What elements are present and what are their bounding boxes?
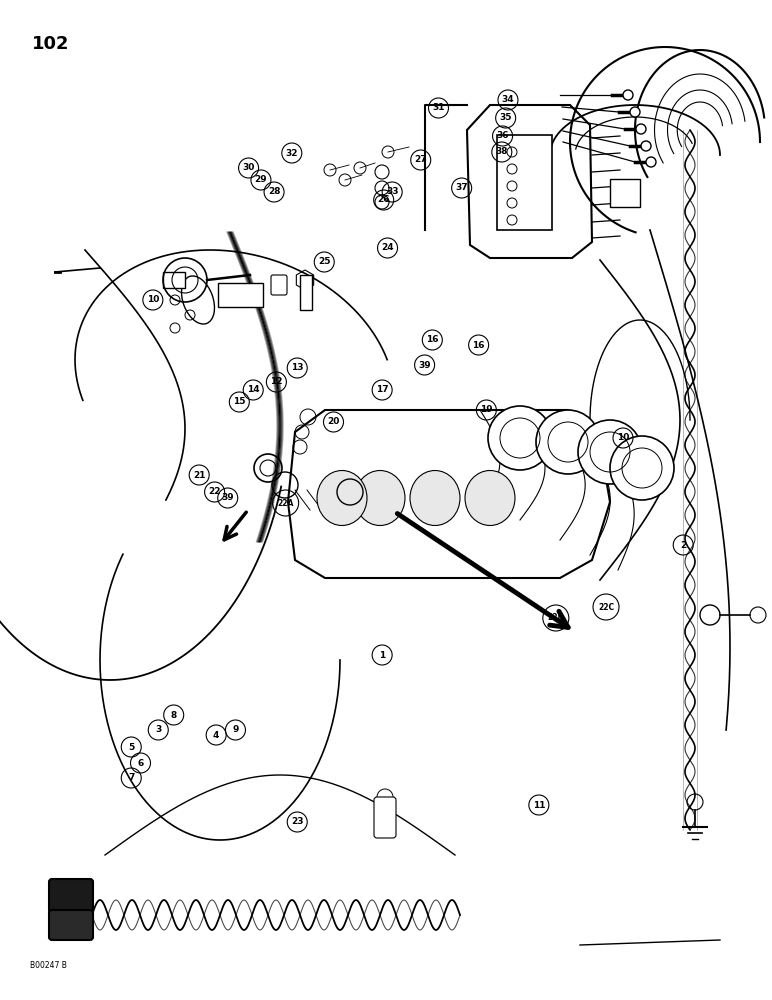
Circle shape — [488, 406, 552, 470]
Text: 10: 10 — [147, 296, 159, 304]
Circle shape — [578, 420, 642, 484]
Ellipse shape — [410, 471, 460, 526]
Text: 19: 19 — [480, 406, 493, 414]
Text: 34: 34 — [502, 96, 514, 104]
Text: 16: 16 — [472, 340, 485, 350]
Circle shape — [610, 436, 674, 500]
Text: 35: 35 — [499, 113, 512, 122]
Text: 37: 37 — [455, 184, 468, 192]
Text: 22B: 22B — [547, 613, 564, 622]
Text: 17: 17 — [376, 385, 388, 394]
Text: 28: 28 — [268, 188, 280, 196]
Circle shape — [630, 107, 640, 117]
Text: 33: 33 — [386, 188, 398, 196]
Text: 3: 3 — [155, 726, 161, 734]
Text: 6: 6 — [137, 758, 144, 768]
Text: 5: 5 — [128, 742, 134, 752]
Bar — [497, 135, 552, 230]
Circle shape — [646, 157, 656, 167]
Text: 16: 16 — [426, 336, 438, 344]
Text: 102: 102 — [32, 35, 69, 53]
Text: 29: 29 — [255, 176, 267, 184]
Text: 32: 32 — [286, 148, 298, 157]
FancyBboxPatch shape — [49, 879, 93, 913]
Text: 39: 39 — [222, 493, 234, 502]
Text: 39: 39 — [418, 360, 431, 369]
Text: B00247 B: B00247 B — [30, 961, 67, 970]
Text: 31: 31 — [432, 104, 445, 112]
Text: 26: 26 — [378, 196, 390, 205]
Text: 38: 38 — [496, 147, 508, 156]
Ellipse shape — [465, 471, 515, 526]
Text: 24: 24 — [381, 243, 394, 252]
Bar — [218, 283, 263, 307]
Ellipse shape — [355, 471, 405, 526]
Text: 23: 23 — [291, 818, 303, 826]
Text: 22C: 22C — [598, 602, 614, 611]
Text: 4: 4 — [213, 730, 219, 740]
Circle shape — [641, 141, 651, 151]
FancyBboxPatch shape — [49, 910, 93, 940]
Bar — [163, 272, 185, 288]
Circle shape — [623, 90, 633, 100]
Bar — [300, 275, 312, 310]
Text: 15: 15 — [233, 397, 245, 406]
Text: 25: 25 — [318, 257, 330, 266]
Ellipse shape — [317, 471, 367, 526]
Text: 14: 14 — [247, 385, 259, 394]
Text: 30: 30 — [242, 163, 255, 172]
Text: 8: 8 — [171, 710, 177, 720]
Text: 36: 36 — [496, 131, 509, 140]
Text: 22A: 22A — [277, 498, 294, 508]
Text: 2: 2 — [680, 540, 686, 550]
Text: 27: 27 — [415, 155, 427, 164]
Text: 21: 21 — [193, 471, 205, 480]
FancyBboxPatch shape — [374, 797, 396, 838]
Bar — [610, 179, 640, 207]
Circle shape — [536, 410, 600, 474]
Circle shape — [636, 124, 646, 134]
Text: 1: 1 — [379, 650, 385, 660]
Text: 9: 9 — [232, 726, 239, 734]
Text: 20: 20 — [327, 418, 340, 426]
Text: 10: 10 — [617, 434, 629, 442]
Text: 11: 11 — [533, 800, 545, 810]
Text: 7: 7 — [128, 774, 134, 782]
Text: 13: 13 — [291, 363, 303, 372]
Text: 22: 22 — [208, 488, 221, 496]
FancyBboxPatch shape — [271, 275, 287, 295]
Text: 12: 12 — [270, 377, 283, 386]
